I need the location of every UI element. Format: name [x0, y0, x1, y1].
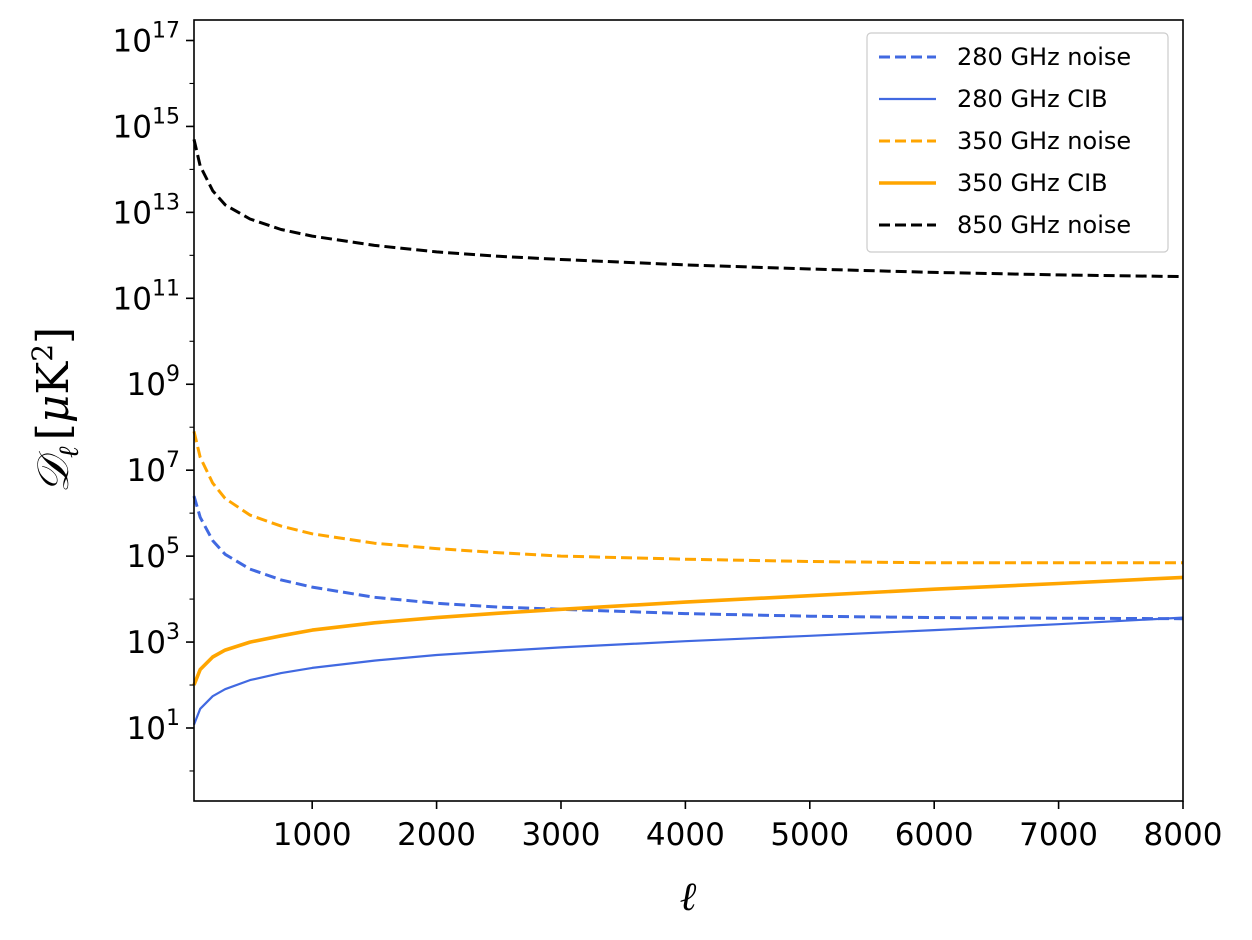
- x-tick-label: 1000: [273, 817, 352, 853]
- y-tick-label: 1015: [113, 104, 180, 145]
- y-axis-label-subscript: ℓ: [52, 446, 85, 458]
- y-tick-label: 1017: [113, 19, 180, 60]
- x-tick-label: 4000: [646, 817, 725, 853]
- y-tick-label: 1013: [113, 190, 180, 231]
- y-axis-label-units-open: [: [28, 423, 79, 440]
- x-tick-label: 2000: [397, 817, 476, 853]
- x-tick-label: 6000: [895, 817, 974, 853]
- x-axis-label: ℓ: [680, 874, 697, 920]
- series-line-3: [192, 431, 1183, 565]
- y-axis-label-units-mu: μ: [28, 395, 79, 424]
- y-axis: 101 103 105 107 109 1011 1013 1015 1017: [113, 19, 194, 772]
- y-tick-label: 101: [127, 706, 180, 747]
- series-line-4: [192, 575, 1184, 686]
- plot-series-group: [192, 139, 1184, 726]
- x-tick-label: 5000: [770, 817, 849, 853]
- y-tick-label: 107: [127, 448, 180, 489]
- y-tick-label: 105: [127, 534, 180, 575]
- y-tick-label: 103: [127, 620, 180, 661]
- legend: 280 GHz noise 280 GHz CIB 350 GHz noise 350…: [866, 32, 1169, 253]
- legend-label: 280 GHz CIB: [957, 85, 1108, 113]
- series-line-2: [192, 616, 1184, 726]
- y-tick-label: 1011: [113, 276, 180, 317]
- x-tick-label: 3000: [522, 817, 601, 853]
- y-tick-label: 109: [127, 362, 180, 403]
- series-line-1: [192, 495, 1184, 621]
- y-axis-label-units-k: K: [28, 361, 79, 395]
- legend-label: 350 GHz noise: [957, 127, 1131, 155]
- legend-label: 850 GHz noise: [957, 211, 1131, 239]
- series-line-5: [192, 139, 1184, 279]
- y-axis-label-units-close: ]: [28, 327, 79, 344]
- legend-label: 280 GHz noise: [957, 43, 1131, 71]
- y-axis-label-units-exp: 2: [26, 344, 59, 362]
- legend-box: [866, 32, 1169, 253]
- x-tick-label: 7000: [1019, 817, 1098, 853]
- plot-frame: [193, 19, 1184, 802]
- legend-label: 350 GHz CIB: [957, 169, 1108, 197]
- x-axis: 1000 2000 3000 4000 5000 6000 7000 8000: [273, 801, 1223, 853]
- x-tick-label: 8000: [1144, 817, 1223, 853]
